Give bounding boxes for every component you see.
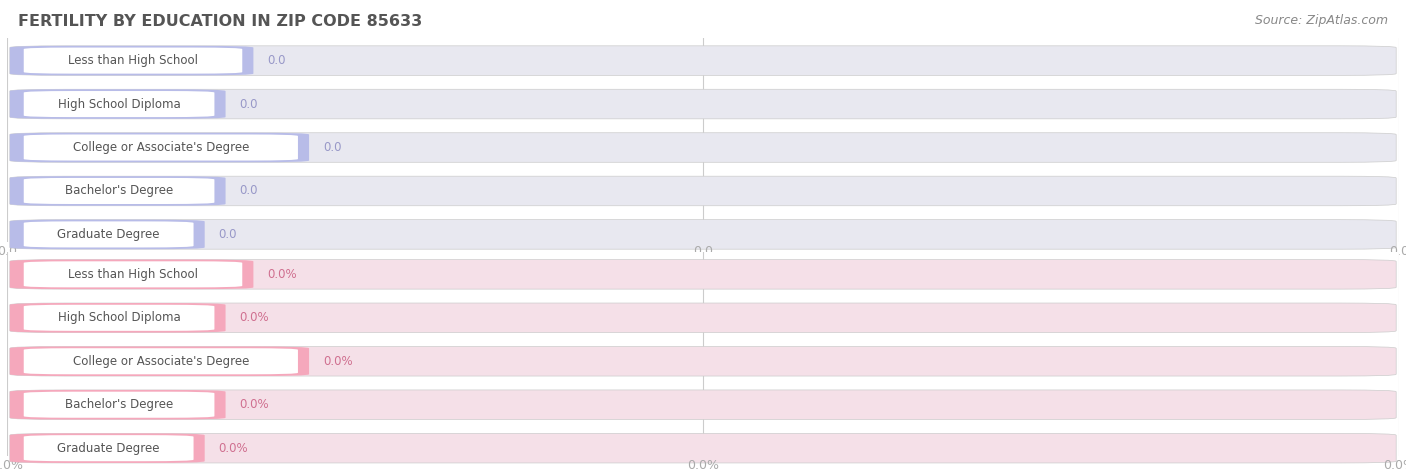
Text: College or Associate's Degree: College or Associate's Degree (73, 141, 249, 154)
FancyBboxPatch shape (10, 346, 1396, 376)
Text: Less than High School: Less than High School (67, 268, 198, 281)
FancyBboxPatch shape (10, 89, 225, 119)
FancyBboxPatch shape (24, 348, 298, 374)
Text: 0.0%: 0.0% (323, 355, 353, 368)
FancyBboxPatch shape (10, 433, 205, 463)
FancyBboxPatch shape (24, 48, 242, 74)
Text: Bachelor's Degree: Bachelor's Degree (65, 398, 173, 411)
FancyBboxPatch shape (10, 346, 309, 376)
Text: 0.0: 0.0 (239, 184, 257, 198)
Text: High School Diploma: High School Diploma (58, 97, 180, 111)
Text: High School Diploma: High School Diploma (58, 311, 180, 324)
FancyBboxPatch shape (10, 133, 1396, 162)
FancyBboxPatch shape (10, 390, 1396, 419)
FancyBboxPatch shape (10, 259, 253, 289)
FancyBboxPatch shape (10, 133, 309, 162)
Text: 0.0%: 0.0% (239, 398, 269, 411)
Text: College or Associate's Degree: College or Associate's Degree (73, 355, 249, 368)
Text: 0.0: 0.0 (323, 141, 342, 154)
Text: Graduate Degree: Graduate Degree (58, 442, 160, 455)
Text: 0.0: 0.0 (267, 54, 285, 67)
Text: Bachelor's Degree: Bachelor's Degree (65, 184, 173, 198)
FancyBboxPatch shape (24, 305, 215, 331)
FancyBboxPatch shape (24, 134, 298, 161)
FancyBboxPatch shape (10, 176, 1396, 206)
FancyBboxPatch shape (24, 435, 194, 461)
Text: 0.0%: 0.0% (239, 311, 269, 324)
FancyBboxPatch shape (10, 303, 1396, 332)
Text: 0.0%: 0.0% (218, 442, 249, 455)
FancyBboxPatch shape (10, 46, 253, 76)
FancyBboxPatch shape (24, 178, 215, 204)
FancyBboxPatch shape (24, 261, 242, 287)
Text: 0.0%: 0.0% (267, 268, 297, 281)
Text: Graduate Degree: Graduate Degree (58, 228, 160, 241)
FancyBboxPatch shape (24, 221, 194, 247)
FancyBboxPatch shape (10, 89, 1396, 119)
Text: Less than High School: Less than High School (67, 54, 198, 67)
FancyBboxPatch shape (10, 303, 225, 332)
FancyBboxPatch shape (10, 176, 225, 206)
FancyBboxPatch shape (24, 91, 215, 117)
FancyBboxPatch shape (10, 390, 225, 419)
Text: 0.0: 0.0 (239, 97, 257, 111)
FancyBboxPatch shape (10, 259, 1396, 289)
FancyBboxPatch shape (10, 219, 1396, 249)
FancyBboxPatch shape (10, 46, 1396, 76)
FancyBboxPatch shape (10, 433, 1396, 463)
Text: FERTILITY BY EDUCATION IN ZIP CODE 85633: FERTILITY BY EDUCATION IN ZIP CODE 85633 (18, 14, 423, 29)
FancyBboxPatch shape (10, 219, 205, 249)
FancyBboxPatch shape (24, 392, 215, 418)
Text: 0.0: 0.0 (218, 228, 238, 241)
Text: Source: ZipAtlas.com: Source: ZipAtlas.com (1254, 14, 1388, 27)
